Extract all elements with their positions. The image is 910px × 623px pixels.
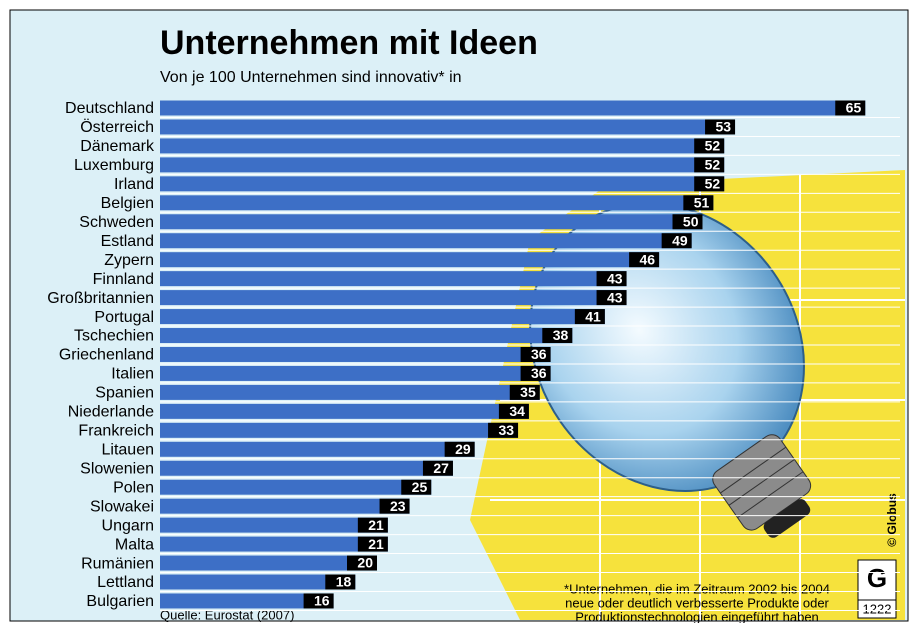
bar — [160, 309, 605, 324]
value-label: 51 — [694, 195, 710, 211]
value-label: 43 — [607, 289, 623, 305]
value-label: 52 — [705, 138, 721, 154]
footnote-line: neue oder deutlich verbesserte Produkte … — [565, 595, 829, 610]
category-label: Großbritannien — [47, 290, 154, 307]
category-label: Bulgarien — [86, 593, 154, 610]
category-label: Luxemburg — [74, 157, 154, 174]
bar — [160, 404, 529, 419]
source: Quelle: Eurostat (2007) — [160, 607, 294, 622]
bar — [160, 366, 551, 381]
value-label: 65 — [846, 100, 862, 116]
value-label: 21 — [368, 536, 384, 552]
category-label: Tschechien — [74, 328, 154, 345]
category-label: Zypern — [104, 252, 154, 269]
bar — [160, 290, 627, 305]
category-label: Dänemark — [80, 138, 155, 155]
bar — [160, 423, 518, 438]
footnote: *Unternehmen, die im Zeitraum 2002 bis 2… — [564, 581, 830, 623]
category-label: Frankreich — [78, 423, 154, 440]
value-label: 27 — [433, 460, 449, 476]
credit: © Globus — [885, 493, 899, 547]
value-label: 49 — [672, 232, 688, 248]
bar — [160, 195, 713, 210]
value-label: 50 — [683, 213, 699, 229]
value-label: 46 — [640, 251, 656, 267]
bar — [160, 347, 551, 362]
logo: G — [867, 563, 887, 593]
category-label: Rumänien — [81, 555, 154, 572]
value-label: 16 — [314, 593, 330, 609]
value-label: 25 — [412, 479, 428, 495]
bar — [160, 271, 627, 286]
category-label: Griechenland — [59, 347, 154, 364]
value-label: 29 — [455, 441, 471, 457]
bar — [160, 138, 724, 153]
chart-subtitle: Von je 100 Unternehmen sind innovativ* i… — [160, 69, 462, 86]
bar — [160, 157, 724, 172]
value-label: 34 — [509, 403, 525, 419]
category-label: Malta — [115, 536, 154, 553]
value-label: 52 — [705, 157, 721, 173]
footnote-line: *Unternehmen, die im Zeitraum 2002 bis 2… — [564, 581, 830, 596]
value-label: 36 — [531, 365, 547, 381]
graphic-number: 1222 — [863, 601, 892, 616]
category-label: Österreich — [80, 118, 154, 136]
category-label: Spanien — [95, 385, 154, 402]
chart-title: Unternehmen mit Ideen — [160, 24, 538, 62]
bar — [160, 119, 735, 134]
value-label: 20 — [357, 555, 373, 571]
value-label: 43 — [607, 270, 623, 286]
bar — [160, 385, 540, 400]
category-label: Irland — [114, 176, 154, 193]
value-label: 35 — [520, 384, 536, 400]
category-label: Ungarn — [102, 517, 154, 534]
chart: Unternehmen mit Ideen Von je 100 Unterne… — [0, 0, 910, 623]
category-label: Belgien — [101, 195, 154, 212]
value-label: 33 — [498, 422, 514, 438]
value-label: 53 — [715, 119, 731, 135]
category-label: Litauen — [102, 441, 155, 458]
bar — [160, 328, 572, 343]
bar — [160, 442, 475, 457]
bar — [160, 252, 659, 267]
bar — [160, 461, 453, 476]
value-label: 21 — [368, 517, 384, 533]
category-label: Slowenien — [80, 460, 154, 477]
category-label: Italien — [111, 366, 154, 383]
footnote-line: Produktionstechnologien eingeführt haben — [575, 609, 819, 623]
category-label: Slowakei — [90, 498, 154, 515]
category-label: Portugal — [94, 309, 154, 326]
value-label: 41 — [585, 308, 601, 324]
value-label: 52 — [705, 176, 721, 192]
bar — [160, 101, 865, 116]
category-label: Finnland — [93, 271, 154, 288]
bar — [160, 176, 724, 191]
category-label: Deutschland — [65, 100, 154, 117]
value-label: 18 — [336, 574, 352, 590]
bar — [160, 499, 410, 514]
value-label: 38 — [553, 327, 569, 343]
bar — [160, 537, 388, 552]
category-label: Lettland — [97, 574, 154, 591]
bar — [160, 214, 703, 229]
bar — [160, 556, 377, 571]
bar — [160, 480, 431, 495]
bar — [160, 518, 388, 533]
value-label: 23 — [390, 498, 406, 514]
category-label: Polen — [113, 479, 154, 496]
category-label: Schweden — [79, 214, 154, 231]
category-label: Niederlande — [68, 404, 154, 421]
value-label: 36 — [531, 346, 547, 362]
bar — [160, 233, 692, 248]
category-label: Estland — [101, 233, 154, 250]
